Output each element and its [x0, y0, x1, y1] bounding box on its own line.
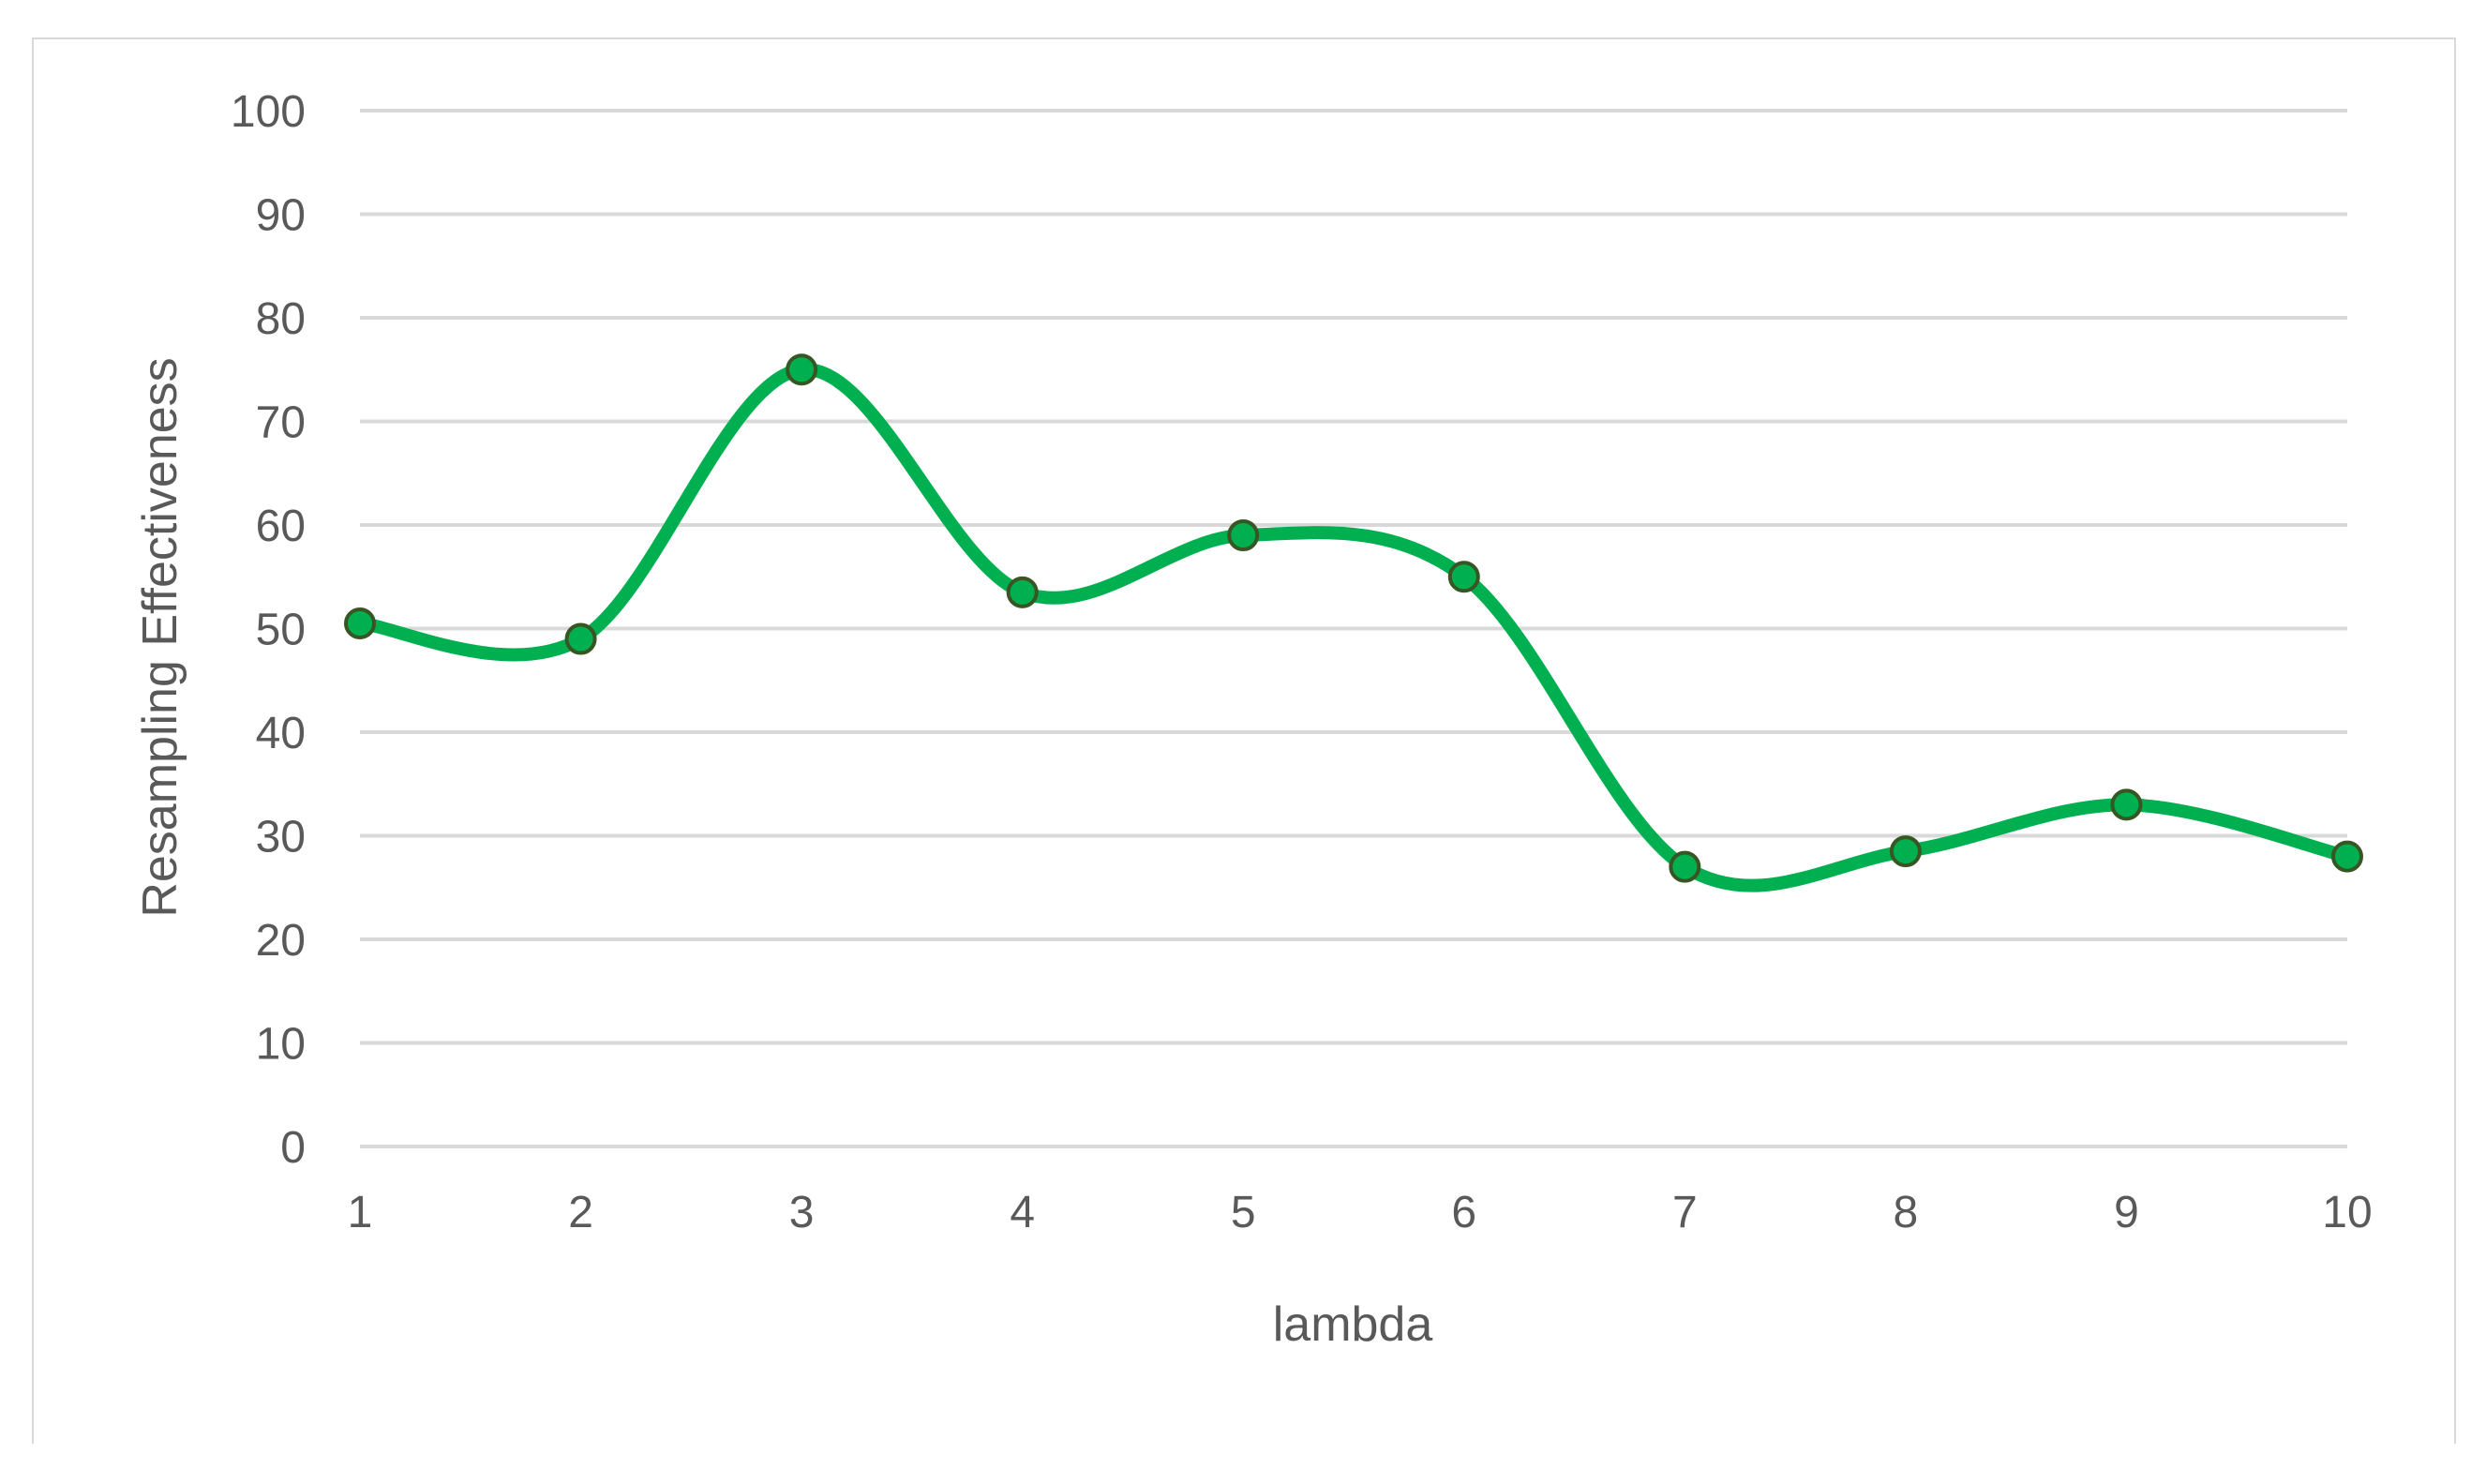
x-tick-label: 8 [1894, 1188, 1919, 1237]
chart-frame [32, 37, 2456, 1444]
x-tick-label: 1 [348, 1188, 373, 1237]
x-tick-label: 2 [568, 1188, 593, 1237]
data-point-6 [1447, 561, 1480, 593]
x-tick-label: 3 [789, 1188, 815, 1237]
x-axis-title: lambda [1273, 1297, 1433, 1352]
data-point-1 [344, 607, 376, 639]
x-tick-label: 10 [2322, 1188, 2372, 1237]
x-tick-label: 9 [2114, 1188, 2139, 1237]
y-axis-title: Resampling Effectiveness [133, 357, 187, 917]
x-tick-label: 6 [1451, 1188, 1476, 1237]
data-point-markers [344, 353, 2363, 883]
y-tick-label: 0 [280, 1123, 306, 1173]
y-axis-tick-labels: 0 10 20 30 40 50 60 70 80 90 100 [231, 87, 306, 1173]
y-tick-label: 30 [256, 813, 306, 862]
data-point-7 [1669, 850, 1701, 883]
data-point-4 [1006, 576, 1039, 608]
x-tick-label: 7 [1672, 1188, 1698, 1237]
x-axis-tick-labels: 1 2 3 4 5 6 7 8 9 10 [348, 1188, 2373, 1237]
y-tick-label: 10 [256, 1020, 306, 1070]
gridlines [360, 109, 2347, 1148]
x-tick-label: 4 [1010, 1188, 1035, 1237]
data-point-3 [786, 353, 818, 386]
y-tick-label: 80 [256, 294, 306, 344]
y-tick-label: 70 [256, 398, 306, 448]
y-tick-label: 20 [256, 916, 306, 966]
series-line [353, 363, 2354, 892]
y-tick-label: 40 [256, 709, 306, 758]
data-point-5 [1227, 519, 1260, 552]
data-point-8 [1889, 835, 1922, 868]
y-tick-label: 50 [256, 606, 306, 655]
y-tick-label: 100 [231, 87, 306, 137]
data-point-9 [2110, 788, 2143, 821]
data-point-10 [2331, 840, 2363, 873]
y-tick-label: 90 [256, 191, 306, 241]
data-point-2 [564, 622, 597, 655]
y-tick-label: 60 [256, 502, 306, 551]
x-tick-label: 5 [1231, 1188, 1256, 1237]
